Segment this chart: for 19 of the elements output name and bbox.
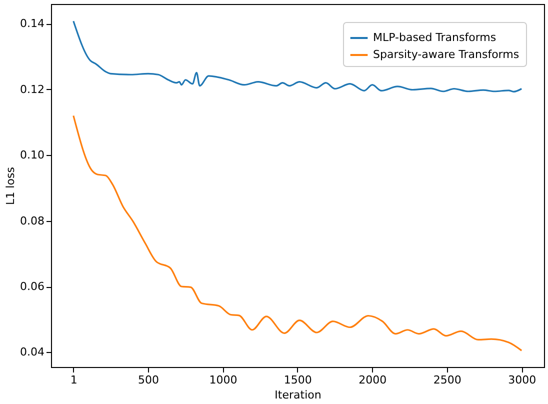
line-series [72, 114, 522, 352]
legend-label: Sparsity-aware Transforms [373, 48, 520, 61]
y-tick-label: 0.10 [20, 148, 44, 162]
x-tick-label: 1500 [284, 374, 312, 386]
line-series [72, 20, 522, 93]
x-tick-label: 1000 [209, 374, 238, 386]
x-tick-label: 500 [138, 374, 159, 386]
y-tick-label: 0.04 [20, 346, 44, 359]
y-axis-title: L1 loss [4, 166, 18, 205]
y-tick-label: 0.14 [20, 17, 44, 30]
y-tick-label: 0.12 [20, 82, 44, 96]
legend-label: MLP-based Transforms [373, 31, 496, 44]
y-tick-label: 0.06 [20, 280, 44, 294]
x-tick-label: 2500 [433, 374, 462, 386]
x-axis-title: Iteration [274, 388, 322, 402]
x-tick-label: 2000 [358, 374, 387, 386]
y-tick-label: 0.08 [20, 214, 44, 228]
x-tick-label: 3000 [508, 374, 536, 386]
x-tick-label: 1 [70, 374, 78, 386]
